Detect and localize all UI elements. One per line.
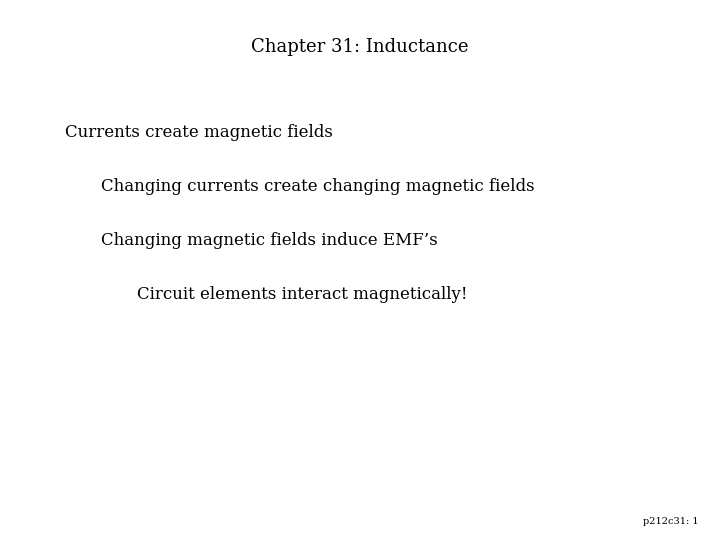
Text: Currents create magnetic fields: Currents create magnetic fields [65,124,333,141]
Text: Changing magnetic fields induce EMF’s: Changing magnetic fields induce EMF’s [101,232,438,249]
Text: p212c31: 1: p212c31: 1 [643,517,698,526]
Text: Chapter 31: Inductance: Chapter 31: Inductance [251,38,469,56]
Text: Changing currents create changing magnetic fields: Changing currents create changing magnet… [101,178,534,195]
Text: Circuit elements interact magnetically!: Circuit elements interact magnetically! [137,286,467,303]
